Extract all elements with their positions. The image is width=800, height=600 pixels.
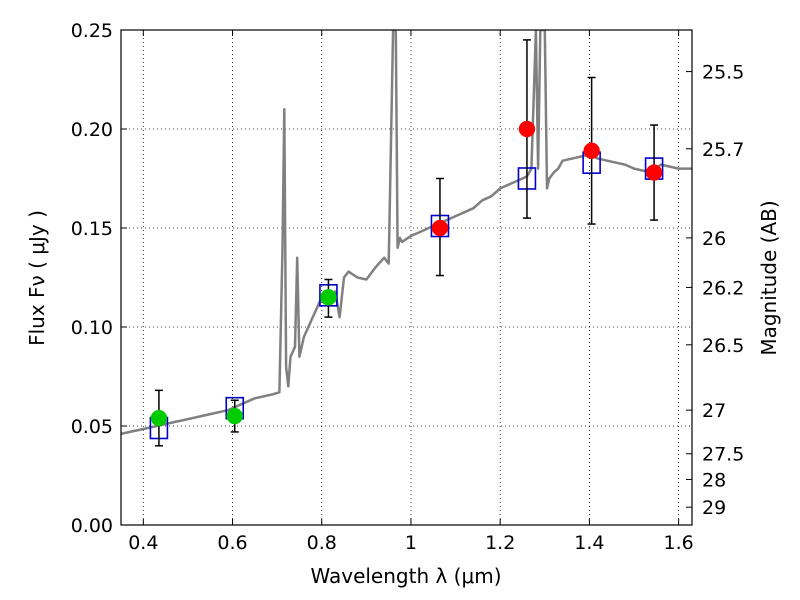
nir-data-point <box>431 219 449 237</box>
y2-tick-label: 25.7 <box>702 139 744 161</box>
spectrum-layer <box>121 30 692 436</box>
y-tick-label: 0.05 <box>71 416 113 438</box>
x-tick-label: 1.4 <box>574 532 604 554</box>
ticks: 0.4 0.6 0.8 1 1.2 1.4 1.6 0.00 0.05 0.10 0.15 0.20 0… <box>71 20 745 554</box>
spectrum-line <box>121 30 692 436</box>
y2-tick-label: 27.5 <box>702 444 744 466</box>
optical-data-point <box>226 407 244 425</box>
y-tick-label: 0.15 <box>71 218 113 240</box>
optical-data-point <box>150 409 168 427</box>
plot-area <box>121 30 692 525</box>
y2-tick-label: 25.5 <box>702 62 744 84</box>
x-tick-label: 1.6 <box>664 532 694 554</box>
x-tick-label: 0.4 <box>128 532 158 554</box>
grid <box>121 30 692 525</box>
x-tick-label: 0.8 <box>307 532 337 554</box>
optical-data-point <box>320 289 337 306</box>
y2-tick-label: 29 <box>702 497 726 519</box>
plot-frame <box>120 29 693 526</box>
y-tick-label: 0.10 <box>71 317 113 339</box>
y2-tick-label: 28 <box>702 469 726 491</box>
y-tick-label: 0.00 <box>71 515 113 537</box>
y-tick-label: 0.25 <box>71 20 113 42</box>
y2-tick-label: 26 <box>702 228 726 250</box>
x-tick-label: 1 <box>405 532 417 554</box>
y2-axis-label: Magnitude (AB) <box>757 200 781 355</box>
x-tick-label: 0.6 <box>217 532 247 554</box>
x-tick-label: 1.2 <box>485 532 515 554</box>
marks-layer <box>149 39 664 447</box>
y2-tick-label: 26.2 <box>702 277 744 299</box>
y2-tick-label: 27 <box>702 400 726 422</box>
nir-data-point <box>583 142 600 160</box>
y2-tick-label: 26.5 <box>702 335 744 357</box>
x-axis-label: Wavelength λ (μm) <box>310 564 501 588</box>
y-axis-label: Flux Fν ( μJy ) <box>25 210 49 346</box>
y-tick-label: 0.20 <box>71 119 113 141</box>
nir-data-point <box>518 120 536 138</box>
nir-data-point <box>645 164 663 181</box>
